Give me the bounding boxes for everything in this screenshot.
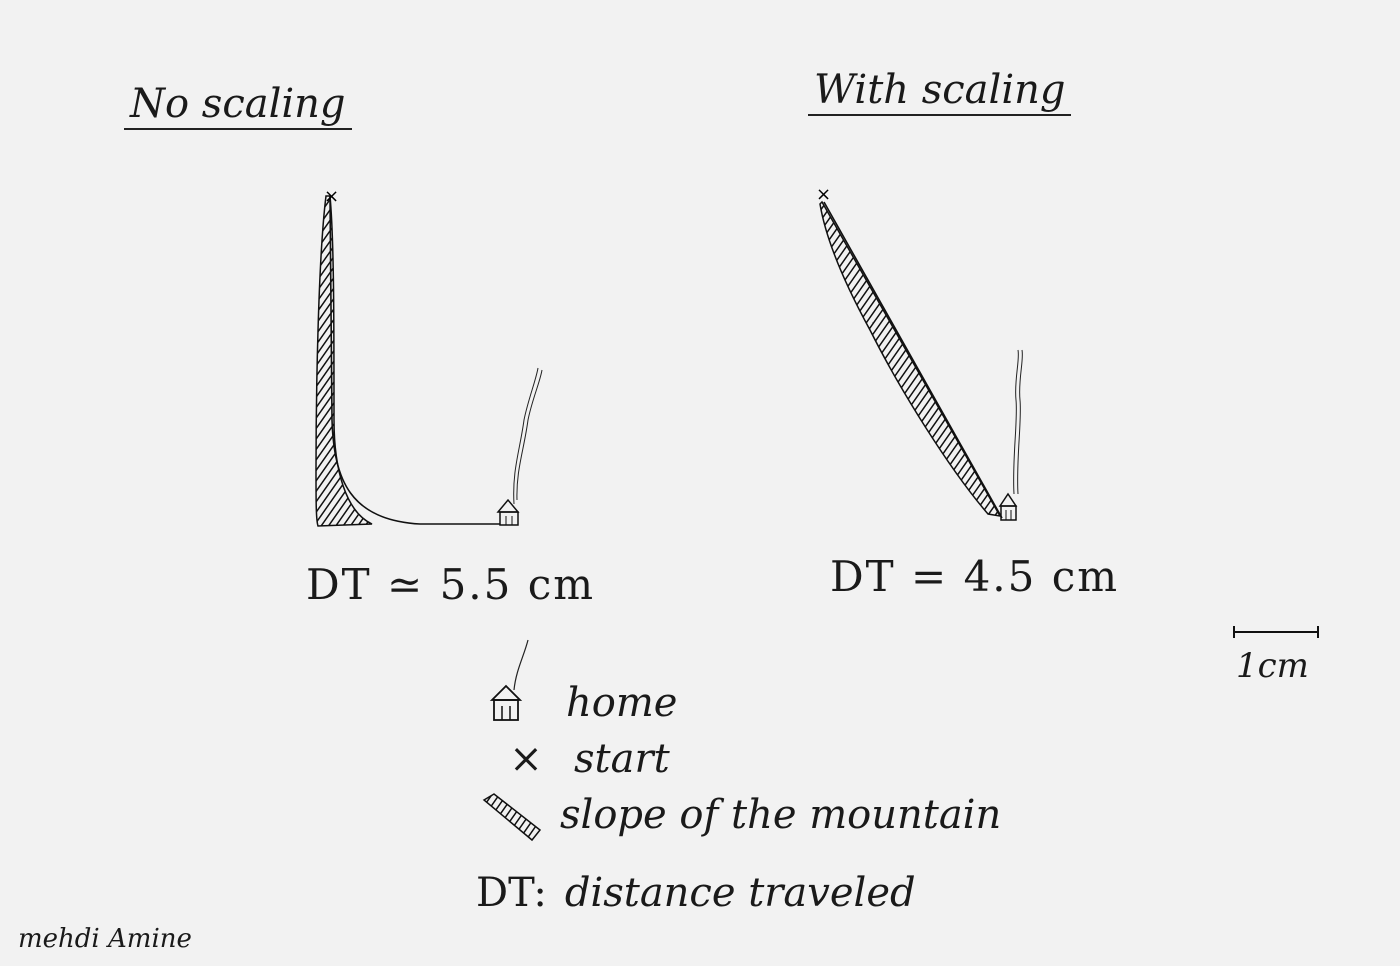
left-trail-line <box>329 195 500 525</box>
scale-bar-label: 1cm <box>1236 646 1309 686</box>
legend-hatch-icon <box>482 793 542 842</box>
scale-bar <box>1233 626 1319 638</box>
dt-no-scaling: DT ≃ 5.5 cm <box>306 560 596 609</box>
dt-with-scaling: DT = 4.5 cm <box>830 552 1120 601</box>
right-panel-drawing: × <box>816 184 1023 521</box>
legend-item-home: home <box>488 680 677 726</box>
legend-home-text: home <box>566 680 678 726</box>
left-start-marker: × <box>324 186 339 207</box>
legend-start-symbol: × <box>509 736 543 782</box>
right-start-marker: × <box>816 184 831 205</box>
right-home-icon <box>998 349 1023 521</box>
legend-start-text: start <box>574 736 670 782</box>
legend-home-icon <box>489 639 529 721</box>
left-slope-fill <box>315 195 373 527</box>
title-no-scaling: No scaling <box>124 84 352 130</box>
legend-item-slope: slope of the mountain <box>482 792 1001 838</box>
author-signature: mehdi Amine <box>18 924 192 954</box>
legend-item-dt: DT: distance traveled <box>476 870 916 916</box>
right-trail-line <box>823 201 1003 519</box>
legend-item-start: × start <box>496 736 670 782</box>
legend-slope-text: slope of the mountain <box>560 792 1002 838</box>
right-slope-fill <box>819 200 1002 517</box>
left-panel-drawing: × <box>315 186 543 527</box>
left-home-icon <box>496 367 543 526</box>
legend-dt-symbol: DT: <box>476 870 547 916</box>
title-with-scaling: With scaling <box>808 70 1072 116</box>
legend-dt-text: distance traveled <box>564 870 916 916</box>
